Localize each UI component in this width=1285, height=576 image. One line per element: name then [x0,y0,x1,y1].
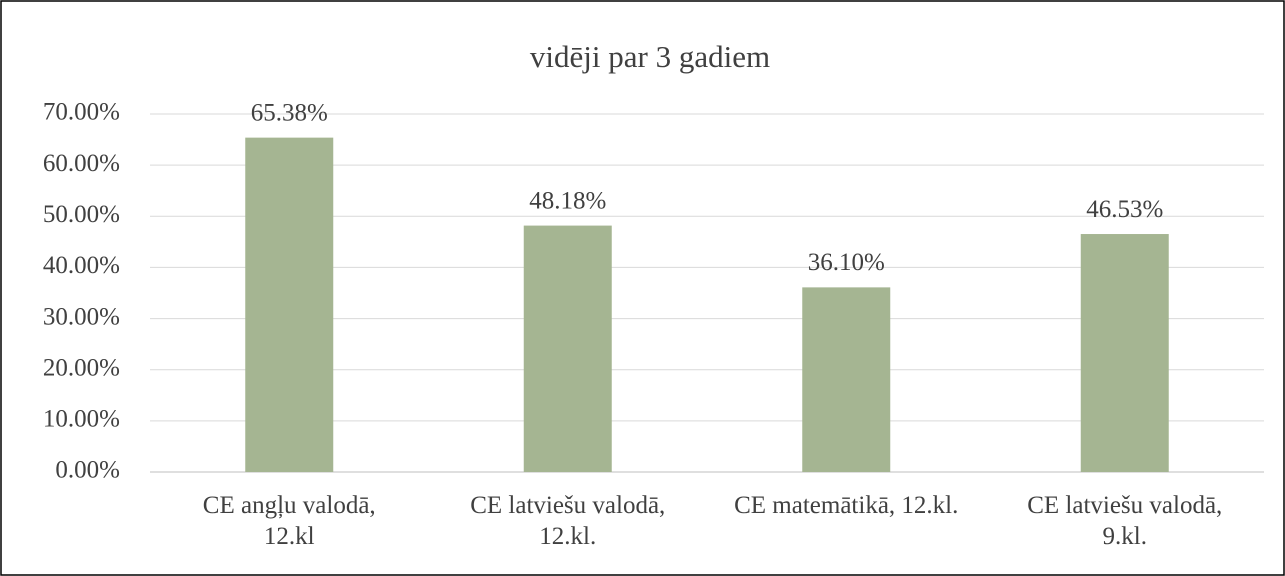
value-label: 65.38% [251,99,328,126]
bar [1080,234,1169,472]
x-tick-label: CE angļu valodā, 12.kl [202,492,376,550]
y-tick-label: 20.00% [43,354,120,381]
y-tick-label: 70.00% [43,99,120,126]
chart-title: vidēji par 3 gadiem [530,39,770,74]
bar [245,137,334,473]
y-tick-label: 30.00% [43,303,120,330]
bar [523,225,612,472]
y-tick-label: 60.00% [43,150,120,177]
bar [802,287,891,472]
y-tick-label: 0.00% [55,457,120,484]
value-label: 36.10% [808,249,885,276]
x-tick-label: CE matemātikā, 12.kl. [734,492,959,519]
y-tick-label: 50.00% [43,201,120,228]
x-tick-label: CE latviešu valodā, 12.kl. [470,492,666,550]
x-tick-label: CE latviešu valodā, 9.kl. [1027,492,1223,550]
y-tick-label: 10.00% [43,406,120,433]
value-label: 48.18% [529,187,606,214]
value-label: 46.53% [1086,196,1163,223]
y-tick-label: 40.00% [43,252,120,279]
